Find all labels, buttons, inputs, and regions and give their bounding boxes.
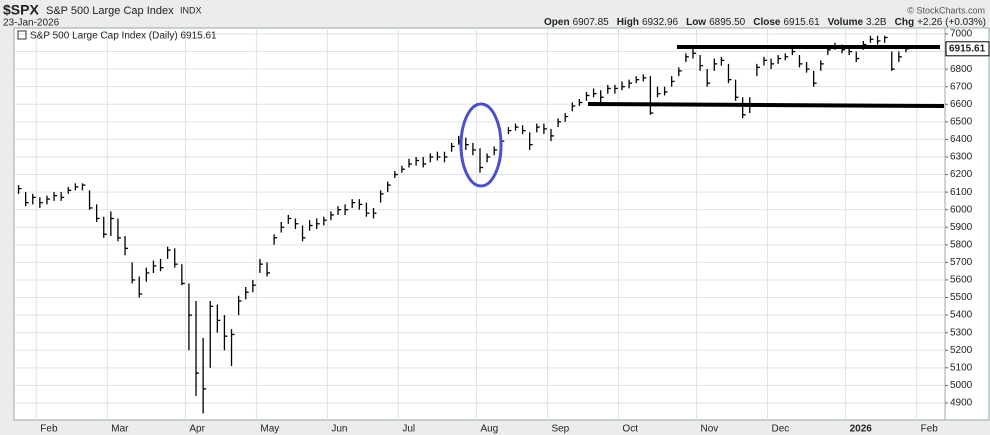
stat-label: Close <box>753 17 781 28</box>
y-tick-label: 6700 <box>950 81 973 92</box>
y-tick-label: 6300 <box>950 152 973 163</box>
y-tick-label: 6200 <box>950 169 973 180</box>
y-tick-label: 6500 <box>950 116 973 127</box>
y-tick-label: 5100 <box>950 362 973 373</box>
date: 23-Jan-2026 <box>3 18 60 29</box>
y-tick-label: 5600 <box>950 275 973 286</box>
symbol: $SPX <box>3 2 39 18</box>
x-tick-label: Feb <box>921 424 939 435</box>
y-tick-label: 6100 <box>950 187 973 198</box>
watermark: © StockCharts.com <box>907 5 985 15</box>
stat-value: 3.2B <box>866 17 887 28</box>
plot-area <box>13 27 946 421</box>
stat-label: Chg <box>895 17 914 28</box>
stat-label: Volume <box>828 17 864 28</box>
y-tick-label: 5500 <box>950 292 973 303</box>
x-tick-label: Dec <box>772 424 790 435</box>
y-tick-label: 6000 <box>950 204 973 215</box>
grid <box>15 28 945 420</box>
legend-key <box>17 30 27 40</box>
y-tick-label: 6800 <box>950 64 973 75</box>
y-tick-label: 5300 <box>950 327 973 338</box>
highlight-ellipse <box>459 102 503 188</box>
y-tick-label: 7000 <box>950 29 973 40</box>
y-tick-label: 6400 <box>950 134 973 145</box>
stats: Open 6907.85 High 6932.96 Low 6895.50 Close 691… <box>544 17 986 28</box>
legend-text: S&P 500 Large Cap Index (Daily) 6915.61 <box>30 31 217 42</box>
last-price-box <box>945 41 990 57</box>
x-tick-label: Jun <box>331 424 347 435</box>
x-tick-label: Mar <box>111 424 129 435</box>
stat-label: High <box>617 17 639 28</box>
y-tick-label: 4900 <box>950 398 973 409</box>
y-tick-label: 5700 <box>950 257 973 268</box>
x-tick-label: Nov <box>701 424 719 435</box>
x-tick-label: 2026 <box>850 424 873 435</box>
stat-value: 6895.50 <box>709 17 746 28</box>
x-tick-label: Jul <box>402 424 415 435</box>
stat-value: 6932.96 <box>642 17 679 28</box>
x-tick-label: Oct <box>622 424 638 435</box>
stat-label: Low <box>686 17 706 28</box>
last-price-label: 6915.61 <box>949 43 986 54</box>
y-tick-label: 5800 <box>950 239 973 250</box>
x-tick-label: Feb <box>40 424 58 435</box>
x-tick-label: May <box>260 424 279 435</box>
stat-value: 6915.61 <box>783 17 820 28</box>
x-tick-label: Apr <box>189 424 205 435</box>
y-tick-label: 5000 <box>950 380 973 391</box>
stat-value: +2.26 (+0.03%) <box>917 17 986 28</box>
x-tick-label: Aug <box>480 424 498 435</box>
x-tick-label: Sep <box>551 424 569 435</box>
y-tick-label: 5400 <box>950 310 973 321</box>
y-tick-label: 6600 <box>950 99 973 110</box>
bars <box>17 35 909 414</box>
stat-label: Open <box>544 17 570 28</box>
index-name: S&P 500 Large Cap Index <box>46 5 174 17</box>
y-tick-label: 5900 <box>950 222 973 233</box>
exchange: INDX <box>180 5 202 15</box>
y-tick-label: 5200 <box>950 345 973 356</box>
stat-value: 6907.85 <box>573 17 610 28</box>
y-axis-area <box>944 27 990 421</box>
trendline-bottom <box>587 102 945 108</box>
